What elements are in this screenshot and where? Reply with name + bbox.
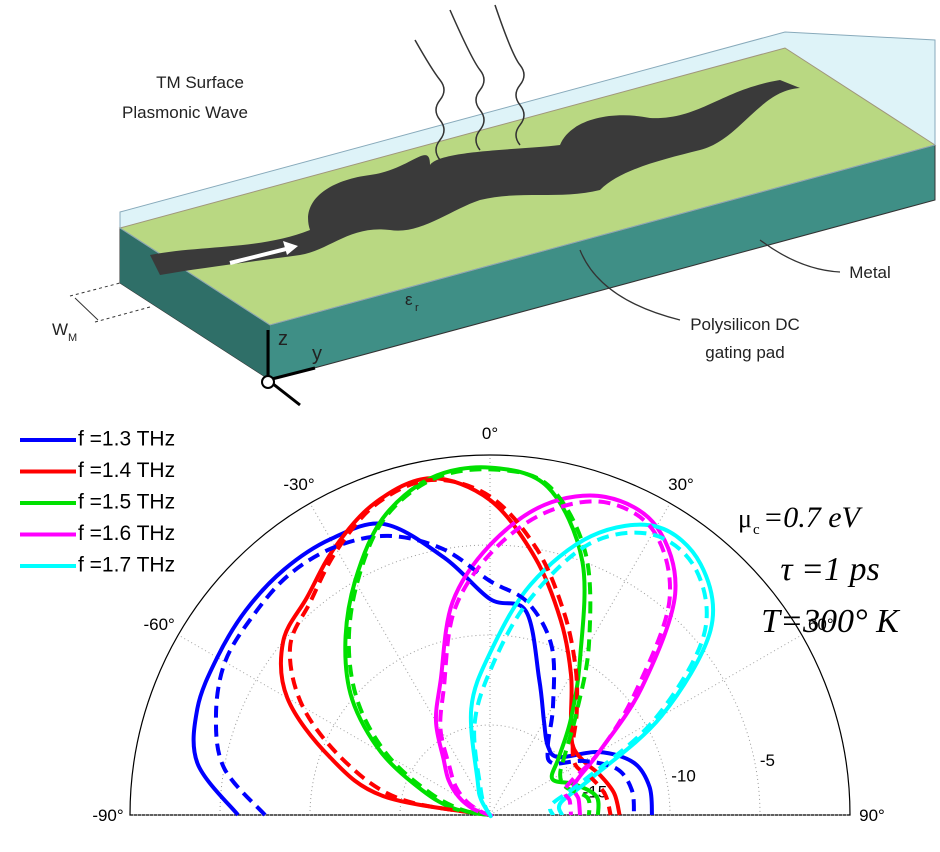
gate-label: Polysilicon DC <box>690 315 800 334</box>
r-tick-label: -5 <box>760 751 775 770</box>
metal-pointer <box>760 240 840 272</box>
legend-label: f =1.7 THz <box>78 554 175 577</box>
legend-label: f =1.6 THz <box>78 522 175 545</box>
series-line <box>281 478 620 815</box>
axis-origin <box>262 376 274 388</box>
theta-tick-label: 90° <box>859 806 885 825</box>
legend-label: f =1.4 THz <box>78 459 175 482</box>
theta-tick-label: -30° <box>283 475 314 494</box>
permittivity-subscript: r <box>415 302 419 314</box>
axis-z-label: z <box>278 328 288 350</box>
annotations: μ c =0.7 eV τ =1 ps T=300° K <box>738 501 901 640</box>
width-guide <box>95 307 150 322</box>
theta-tick-label: 30° <box>668 475 694 494</box>
figure: TM Surface Plasmonic Wave Metal Polysili… <box>0 0 940 852</box>
gate-label: gating pad <box>705 343 784 362</box>
annotation: T=300° K <box>761 603 901 640</box>
theta-tick-label: 0° <box>482 424 498 443</box>
axis-y-label: y <box>312 343 322 365</box>
annotation: μ <box>738 504 752 533</box>
annotation-subscript: c <box>753 522 760 538</box>
polar-plot: -15-10-5-90°-60°-30°0°30°60°90°f =1.3 TH… <box>20 424 885 825</box>
annotation: τ =1 ps <box>780 551 879 588</box>
device-diagram: TM Surface Plasmonic Wave Metal Polysili… <box>52 5 935 405</box>
legend-label: f =1.5 THz <box>78 491 175 514</box>
wave-label: TM Surface <box>156 73 244 92</box>
series-line <box>349 469 591 815</box>
width-subscript: M <box>68 332 77 344</box>
theta-tick-label: -90° <box>92 806 123 825</box>
legend-label: f =1.3 THz <box>78 428 175 451</box>
theta-tick-label: -60° <box>143 615 174 634</box>
r-tick-label: -10 <box>671 767 696 786</box>
wave-label: Plasmonic Wave <box>122 103 248 122</box>
metal-label: Metal <box>849 263 891 282</box>
width-symbol: W <box>52 320 68 339</box>
annotation: =0.7 eV <box>763 501 864 534</box>
width-guide <box>70 283 120 296</box>
width-dimension <box>75 298 98 320</box>
permittivity-symbol: ε <box>405 290 413 309</box>
